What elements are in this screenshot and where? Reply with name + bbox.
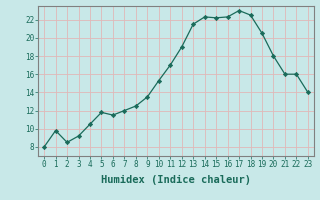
X-axis label: Humidex (Indice chaleur): Humidex (Indice chaleur) <box>101 175 251 185</box>
